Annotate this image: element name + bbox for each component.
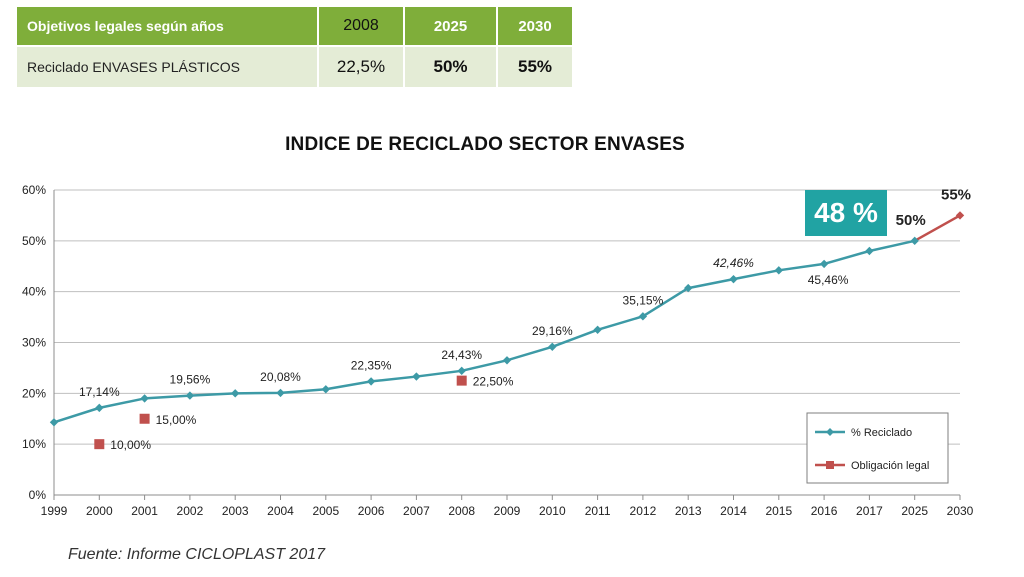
data-point-reciclado	[865, 246, 874, 256]
x-tick-label: 2009	[494, 504, 521, 518]
data-point-obligacion-legal	[139, 413, 150, 424]
data-point-reciclado	[231, 389, 240, 398]
data-point-obligacion-legal	[456, 375, 467, 386]
x-tick-label: 2000	[86, 504, 113, 518]
data-label: 24,43%	[441, 348, 482, 362]
data-point-reciclado	[774, 266, 783, 275]
x-tick-label: 2010	[539, 504, 566, 518]
x-tick-label: 2011	[585, 504, 611, 518]
data-label: 42,46%	[713, 256, 754, 270]
data-point-reciclado	[457, 366, 466, 376]
legend-label-reciclado: % Reciclado	[851, 427, 912, 439]
table-row: Reciclado ENVASES PLÁSTICOS 22,5% 50% 55…	[17, 47, 574, 87]
table-header-row: Objetivos legales según años 2008 2025 2…	[17, 7, 574, 47]
x-tick-label: 2003	[222, 504, 249, 518]
series-line-reciclado	[53, 239, 915, 424]
table-cell-2008: 22,5%	[319, 47, 405, 87]
table-header-year-2030: 2030	[498, 7, 574, 47]
data-point-reciclado	[49, 418, 59, 427]
x-tick-label: 2002	[177, 504, 204, 518]
data-label: 17,14%	[79, 385, 120, 399]
highlight-badge: 48 %	[805, 190, 887, 236]
data-point-reciclado	[910, 236, 919, 246]
x-tick-label: 2016	[811, 504, 838, 518]
legend-marker	[826, 428, 834, 436]
y-tick-label: 10%	[22, 437, 46, 451]
y-tick-label: 40%	[22, 285, 46, 299]
series-line-obligacion-legal	[914, 214, 961, 242]
data-point-reciclado	[412, 372, 421, 381]
y-tick-label: 60%	[22, 183, 46, 197]
x-tick-label: 2025	[901, 504, 928, 518]
data-label: 20,08%	[260, 370, 301, 384]
data-label: 45,46%	[808, 273, 849, 287]
x-tick-label: 2006	[358, 504, 385, 518]
data-point-obligacion-legal	[955, 211, 965, 220]
table-header-year-2008: 2008	[319, 7, 405, 47]
data-point-obligacion-legal	[94, 439, 105, 450]
x-tick-label: 2014	[720, 504, 747, 518]
source-note: Fuente: Informe CICLOPLAST 2017	[68, 546, 326, 563]
data-label: 29,16%	[532, 324, 573, 338]
legal-targets-table: Objetivos legales según años 2008 2025 2…	[17, 7, 574, 87]
y-tick-label: 0%	[29, 488, 47, 502]
data-point-reciclado	[593, 325, 602, 334]
legend-box	[806, 412, 949, 484]
legend-label-obligacion-legal: Obligación legal	[851, 460, 929, 472]
data-point-reciclado	[729, 274, 738, 284]
data-point-reciclado	[321, 385, 330, 394]
x-tick-label: 2012	[630, 504, 657, 518]
data-label: 19,56%	[170, 373, 211, 387]
x-tick-label: 1999	[41, 504, 68, 518]
data-point-reciclado	[684, 283, 693, 293]
legend: % Reciclado Obligación legal	[806, 412, 949, 484]
data-point-reciclado	[819, 259, 829, 269]
table-cell-2025: 50%	[405, 47, 498, 87]
data-label: 10,00%	[110, 438, 151, 452]
x-tick-label: 2004	[267, 504, 294, 518]
data-point-reciclado	[638, 312, 648, 321]
data-point-reciclado	[366, 377, 376, 386]
data-point-reciclado	[276, 388, 285, 398]
x-tick-label: 2017	[856, 504, 883, 518]
legend-marker	[826, 461, 834, 469]
y-tick-label: 50%	[22, 234, 46, 248]
y-tick-label: 30%	[22, 336, 46, 350]
table-header-label: Objetivos legales según años	[17, 7, 319, 47]
data-label: 35,15%	[623, 293, 664, 307]
data-label: 22,50%	[473, 375, 514, 389]
x-tick-label: 2008	[448, 504, 475, 518]
x-tick-label: 2001	[131, 504, 158, 518]
data-label: 50%	[896, 212, 926, 229]
data-point-reciclado	[548, 342, 557, 351]
x-tick-label: 2013	[675, 504, 702, 518]
x-tick-label: 2015	[765, 504, 792, 518]
table-row-label: Reciclado ENVASES PLÁSTICOS	[17, 47, 319, 87]
data-point-reciclado	[502, 356, 512, 365]
data-point-reciclado	[140, 394, 149, 403]
data-label: 15,00%	[156, 413, 197, 427]
data-point-reciclado	[95, 403, 104, 413]
table-header-year-2025: 2025	[405, 7, 498, 47]
x-tick-label: 2005	[312, 504, 339, 518]
table-cell-2030: 55%	[498, 47, 574, 87]
data-label: 55%	[941, 186, 971, 203]
data-point-reciclado	[185, 391, 195, 400]
y-tick-label: 20%	[22, 386, 46, 400]
data-label: 22,35%	[351, 358, 392, 372]
x-tick-label: 2007	[403, 504, 430, 518]
x-tick-label: 2030	[947, 504, 974, 518]
chart-title: INDICE DE RECICLADO SECTOR ENVASES	[285, 134, 685, 155]
